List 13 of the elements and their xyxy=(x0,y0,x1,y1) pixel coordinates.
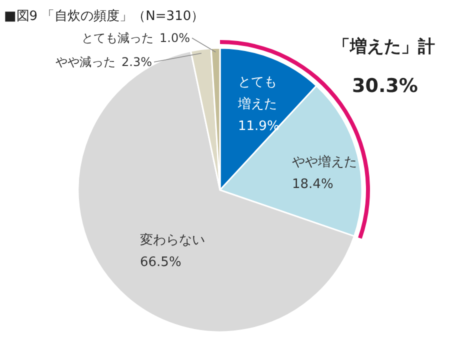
data-label: 18.4% xyxy=(292,177,334,192)
slice-label: 変わらない xyxy=(140,232,205,248)
slice-label: やや増えた xyxy=(292,154,357,170)
slice-label: とても増えた xyxy=(237,75,277,112)
text: 30.3% xyxy=(352,75,418,97)
data-label: 11.9% xyxy=(238,119,280,134)
slice-label: やや減った xyxy=(56,55,116,69)
chart-title: ■図9 「自炊の頻度」（N=310） xyxy=(4,8,204,24)
data-label: 66.5% xyxy=(140,255,182,270)
data-label: 1.0% xyxy=(160,31,190,45)
data-label: 2.3% xyxy=(122,55,152,69)
slice-label: とても減った xyxy=(82,31,154,45)
text: 「増えた」計 xyxy=(333,36,435,57)
